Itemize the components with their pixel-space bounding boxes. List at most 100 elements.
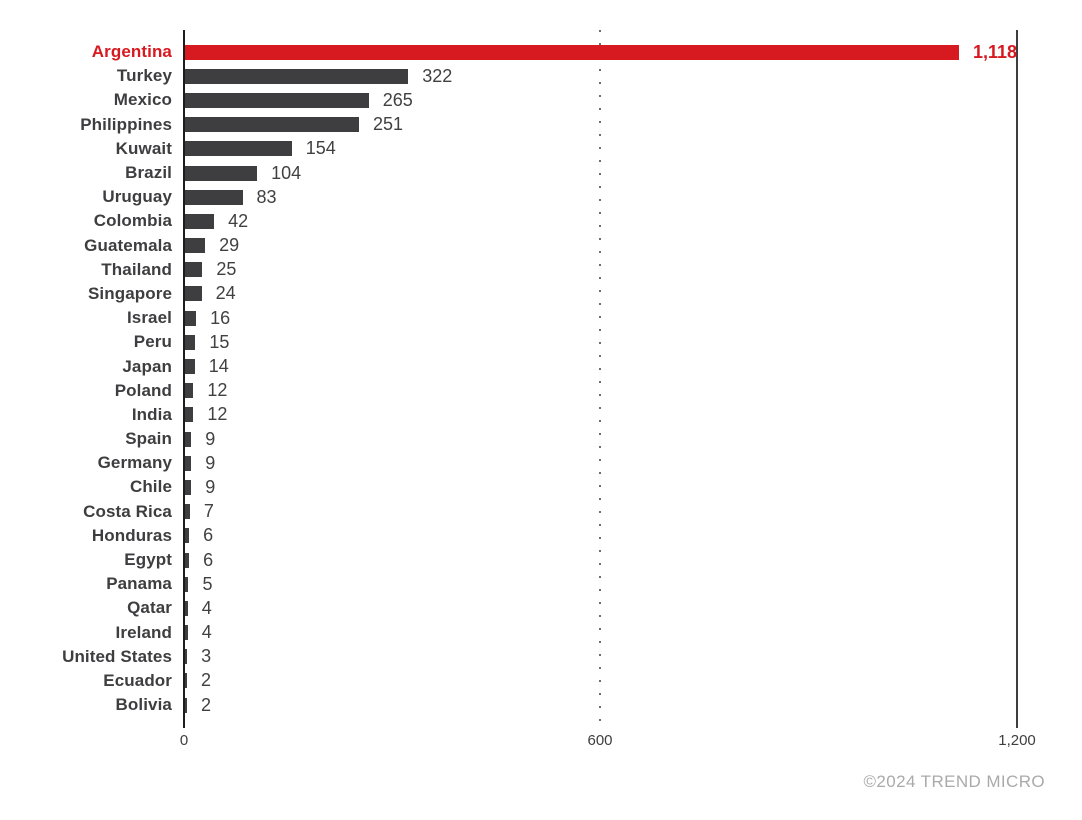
category-label: Uruguay	[102, 187, 172, 207]
bar-cell: 7	[185, 501, 1017, 522]
chart-row: Ireland 4	[0, 621, 1082, 645]
category-label: Germany	[97, 453, 172, 473]
bar	[185, 673, 187, 689]
bar	[185, 117, 360, 133]
chart-row: Qatar 4	[0, 596, 1082, 620]
value-label: 104	[271, 162, 302, 183]
value-label: 15	[209, 331, 230, 352]
value-label: 29	[219, 235, 240, 256]
x-tick-600: 600	[587, 732, 613, 749]
bar	[185, 359, 195, 375]
value-label: 9	[205, 428, 216, 449]
bar	[185, 649, 188, 665]
category-label: Honduras	[91, 525, 172, 545]
bar	[185, 44, 959, 60]
category-label: Argentina	[91, 42, 172, 62]
bar	[185, 92, 369, 108]
chart-row: Mexico 265	[0, 88, 1082, 112]
chart-row: Israel 16	[0, 306, 1082, 330]
chart-row: Egypt 6	[0, 548, 1082, 572]
chart-row: Germany 9	[0, 451, 1082, 475]
bar	[185, 455, 192, 471]
value-label: 251	[373, 114, 404, 135]
chart-row: Guatemala 29	[0, 234, 1082, 258]
bar-cell: 25	[185, 259, 1017, 280]
chart-row: Costa Rica 7	[0, 500, 1082, 524]
category-label: Philippines	[80, 114, 172, 134]
category-label: Spain	[125, 429, 172, 449]
value-label: 265	[382, 89, 413, 110]
bar-cell: 6	[185, 550, 1017, 571]
chart-row: Argentina 1,118	[0, 40, 1082, 64]
value-label: 3	[201, 646, 212, 667]
axis-zero-line	[183, 30, 185, 728]
chart-row: United States 3	[0, 645, 1082, 669]
bar-cell: 154	[185, 138, 1017, 159]
bar	[185, 213, 215, 229]
x-tick-1200: 1,200	[998, 732, 1036, 749]
bar	[185, 334, 196, 350]
chart-row: Singapore 24	[0, 282, 1082, 306]
chart-row: Uruguay 83	[0, 185, 1082, 209]
category-label: Turkey	[116, 66, 172, 86]
category-label: Chile	[129, 477, 172, 497]
chart-row: Bolivia 2	[0, 693, 1082, 717]
value-label: 2	[201, 694, 212, 715]
bar	[185, 238, 206, 254]
category-label: Qatar	[127, 598, 172, 618]
chart-row: Philippines 251	[0, 113, 1082, 137]
category-label: Japan	[122, 356, 172, 376]
bar-cell: 2	[185, 695, 1017, 716]
bar-cell: 4	[185, 622, 1017, 643]
bar-cell: 12	[185, 380, 1017, 401]
category-label: Panama	[106, 574, 172, 594]
category-label: Egypt	[124, 550, 172, 570]
bar-cell: 1,118	[185, 42, 1017, 63]
chart-row: Colombia 42	[0, 209, 1082, 233]
value-label: 322	[422, 65, 453, 86]
value-label: 12	[207, 380, 228, 401]
bar	[185, 431, 192, 447]
bar	[185, 165, 258, 181]
category-label: Costa Rica	[83, 501, 172, 521]
category-label: Kuwait	[115, 138, 172, 158]
bar-cell: 265	[185, 90, 1017, 111]
bar-cell: 42	[185, 211, 1017, 232]
bar	[185, 504, 190, 520]
value-label: 9	[205, 476, 216, 497]
chart-row: Poland 12	[0, 379, 1082, 403]
value-label: 1,118	[972, 41, 1017, 62]
bar	[185, 383, 194, 399]
chart-row: Chile 9	[0, 475, 1082, 499]
bar-cell: 83	[185, 187, 1017, 208]
bar-cell: 322	[185, 66, 1017, 87]
value-label: 83	[256, 186, 277, 207]
bar-cell: 12	[185, 404, 1017, 425]
bar	[185, 576, 189, 592]
category-label: Ireland	[115, 622, 172, 642]
category-label: Poland	[114, 380, 172, 400]
bar-cell: 2	[185, 670, 1017, 691]
category-label: Thailand	[101, 259, 172, 279]
chart-row: Thailand 25	[0, 258, 1082, 282]
bar	[185, 528, 190, 544]
chart-row: Japan 14	[0, 354, 1082, 378]
gridline-600	[599, 30, 601, 728]
bar-cell: 104	[185, 163, 1017, 184]
copyright-text: ©2024 TREND MICRO	[863, 772, 1045, 791]
bar	[185, 479, 192, 495]
bar-cell: 29	[185, 235, 1017, 256]
value-label: 6	[203, 549, 214, 570]
category-label: Brazil	[125, 163, 172, 183]
chart-rows: Argentina 1,118 Turkey 322 Mexico 265 Philippi…	[0, 40, 1082, 717]
axis-1200-line	[1016, 30, 1018, 728]
bar-cell: 4	[185, 598, 1017, 619]
value-label: 5	[202, 573, 213, 594]
category-label: Peru	[133, 332, 172, 352]
value-label: 16	[210, 307, 231, 328]
x-tick-0: 0	[179, 732, 189, 749]
category-label: Ecuador	[103, 670, 172, 690]
chart-row: Brazil 104	[0, 161, 1082, 185]
chart-row: Turkey 322	[0, 64, 1082, 88]
